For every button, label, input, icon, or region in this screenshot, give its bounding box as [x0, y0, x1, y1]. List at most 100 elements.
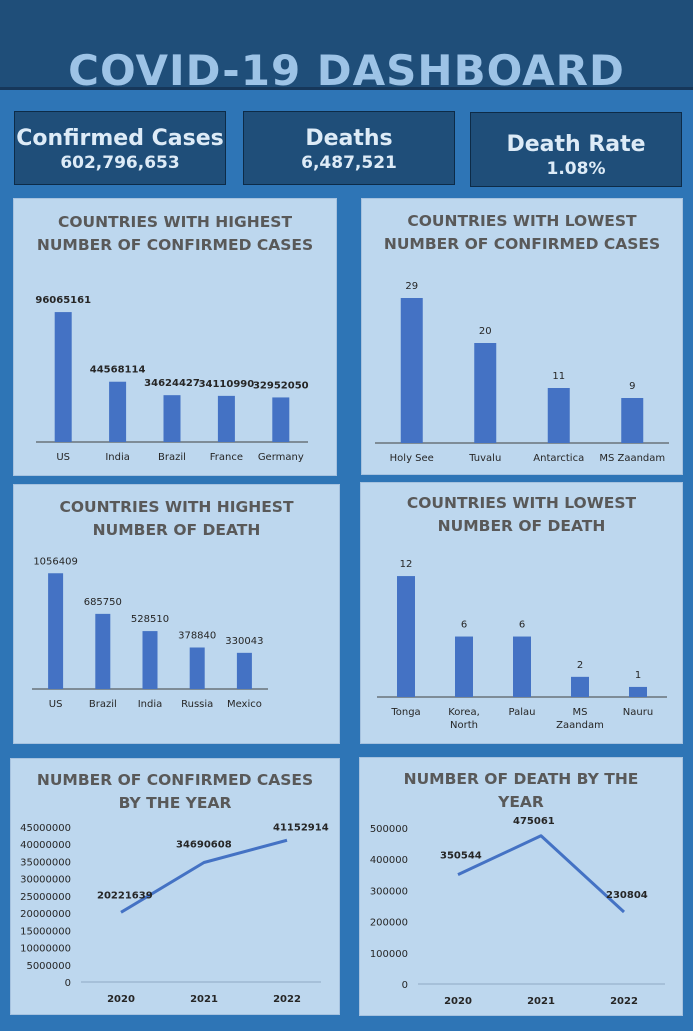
chart-title: COUNTRIES WITH HIGHEST NUMBER OF CONFIRM…	[14, 211, 336, 257]
y-tick-label: 300000	[370, 886, 408, 897]
y-tick-label: 35000000	[20, 857, 71, 868]
chart-panel-cases-by-year: NUMBER OF CONFIRMED CASES BY THE YEAR 0 5…	[10, 758, 340, 1015]
data-label: 34624427	[144, 378, 200, 389]
bar	[513, 636, 531, 697]
chart-title-line: NUMBER OF CONFIRMED CASES	[36, 236, 314, 254]
category-label: US	[49, 699, 63, 710]
chart-title: COUNTRIES WITH LOWEST NUMBER OF CONFIRME…	[362, 210, 682, 256]
category-label: MS	[573, 707, 588, 718]
category-label: Russia	[181, 699, 213, 710]
x-tick-label: 2020	[107, 994, 135, 1005]
bar	[571, 676, 589, 697]
kpi-label: Deaths	[305, 126, 393, 151]
y-tick-label: 5000000	[26, 961, 71, 972]
category-label: Zaandam	[556, 720, 604, 731]
data-label: 11	[552, 371, 565, 382]
kpi-value: 602,796,653	[60, 153, 180, 173]
data-label: 96065161	[35, 295, 91, 306]
bar-chart-highest-cases: 96065161 US 44568114 India 34624427 Brazil 341…	[35, 295, 308, 463]
category-label: MS Zaandam	[599, 453, 665, 464]
data-label: 378840	[178, 630, 216, 641]
chart-title: NUMBER OF CONFIRMED CASES BY THE YEAR	[11, 769, 339, 815]
data-label: 330043	[225, 636, 263, 647]
chart-title-line: NUMBER OF DEATH	[437, 517, 606, 535]
kpi-deaths: Deaths 6,487,521	[243, 111, 455, 185]
data-label: 34110990	[199, 379, 255, 390]
chart-title: COUNTRIES WITH LOWEST NUMBER OF DEATH	[361, 492, 682, 538]
category-label: Antarctica	[533, 453, 584, 464]
y-tick-label: 45000000	[20, 823, 71, 834]
bar	[400, 298, 423, 443]
category-label: Holy See	[390, 453, 434, 464]
bar	[547, 388, 570, 443]
x-tick-label: 2020	[444, 996, 472, 1007]
data-label: 20	[479, 326, 492, 337]
kpi-label: Death Rate	[506, 132, 646, 157]
data-label: 44568114	[90, 365, 146, 376]
chart-title: NUMBER OF DEATH BY THE YEAR	[360, 768, 682, 814]
chart-title-line: NUMBER OF DEATH BY THE	[403, 770, 639, 788]
bar	[621, 398, 644, 443]
bar	[474, 343, 497, 443]
bar	[54, 312, 72, 442]
bar	[163, 395, 181, 442]
category-label: Brazil	[158, 452, 186, 463]
data-label: 20221639	[97, 890, 153, 901]
data-label: 29	[405, 281, 418, 292]
data-label: 41152914	[273, 822, 329, 833]
series-line	[120, 838, 288, 914]
category-label: Mexico	[227, 699, 262, 710]
data-label: 475061	[513, 816, 555, 827]
bar	[397, 576, 415, 697]
bar	[95, 613, 111, 689]
data-label: 230804	[606, 890, 648, 901]
data-label: 9	[629, 381, 635, 392]
kpi-value: 1.08%	[546, 159, 606, 179]
category-label: France	[210, 452, 243, 463]
data-label: 1	[635, 670, 641, 681]
series-line	[457, 834, 626, 914]
category-label: Korea,	[448, 707, 480, 718]
data-label: 1056409	[33, 556, 78, 567]
category-label: India	[138, 699, 163, 710]
data-label: 2	[577, 660, 583, 671]
category-label: Tonga	[390, 707, 420, 718]
bar	[142, 631, 158, 689]
chart-title-line: COUNTRIES WITH LOWEST	[407, 212, 637, 230]
chart-panel-highest-cases: COUNTRIES WITH HIGHEST NUMBER OF CONFIRM…	[13, 198, 337, 476]
category-label: India	[105, 452, 130, 463]
bar	[189, 647, 205, 689]
y-tick-label: 40000000	[20, 840, 71, 851]
bar	[629, 686, 647, 697]
chart-panel-highest-death: COUNTRIES WITH HIGHEST NUMBER OF DEATH 1…	[13, 484, 340, 744]
bar	[272, 397, 290, 442]
data-label: 6	[519, 620, 525, 631]
line-chart-death-by-year: 0 100000 200000 300000 400000 500000 350544 202…	[370, 816, 665, 1007]
x-tick-label: 2022	[273, 994, 301, 1005]
category-label: Nauru	[623, 707, 653, 718]
bar	[455, 636, 473, 697]
kpi-label: Confirmed Cases	[16, 126, 224, 151]
chart-title-line: BY THE YEAR	[118, 794, 232, 812]
bar-chart-highest-death: 1056409 US 685750 Brazil 528510 India 378840 Ru…	[32, 556, 268, 710]
chart-title-line: COUNTRIES WITH HIGHEST	[57, 213, 293, 231]
y-tick-label: 20000000	[20, 909, 71, 920]
x-tick-label: 2021	[527, 996, 555, 1007]
data-label: 685750	[84, 597, 122, 608]
category-label: US	[56, 452, 70, 463]
chart-panel-lowest-death: COUNTRIES WITH LOWEST NUMBER OF DEATH 12…	[360, 482, 683, 744]
kpi-death-rate: Death Rate 1.08%	[470, 112, 682, 187]
category-label: Palau	[509, 707, 536, 718]
y-tick-label: 0	[402, 980, 408, 991]
chart-panel-lowest-cases: COUNTRIES WITH LOWEST NUMBER OF CONFIRME…	[361, 198, 683, 475]
dashboard-header: COVID-19 DASHBOARD	[0, 0, 693, 95]
chart-title-line: YEAR	[498, 793, 544, 811]
data-label: 350544	[440, 851, 482, 862]
y-tick-label: 500000	[370, 824, 408, 835]
chart-title-line: NUMBER OF CONFIRMED CASES	[383, 235, 661, 253]
bar	[236, 652, 252, 689]
chart-panel-death-by-year: NUMBER OF DEATH BY THE YEAR 0 100000 20000…	[359, 757, 683, 1016]
bar	[109, 381, 127, 442]
category-label: Tuvalu	[468, 453, 501, 464]
data-label: 12	[400, 559, 413, 570]
